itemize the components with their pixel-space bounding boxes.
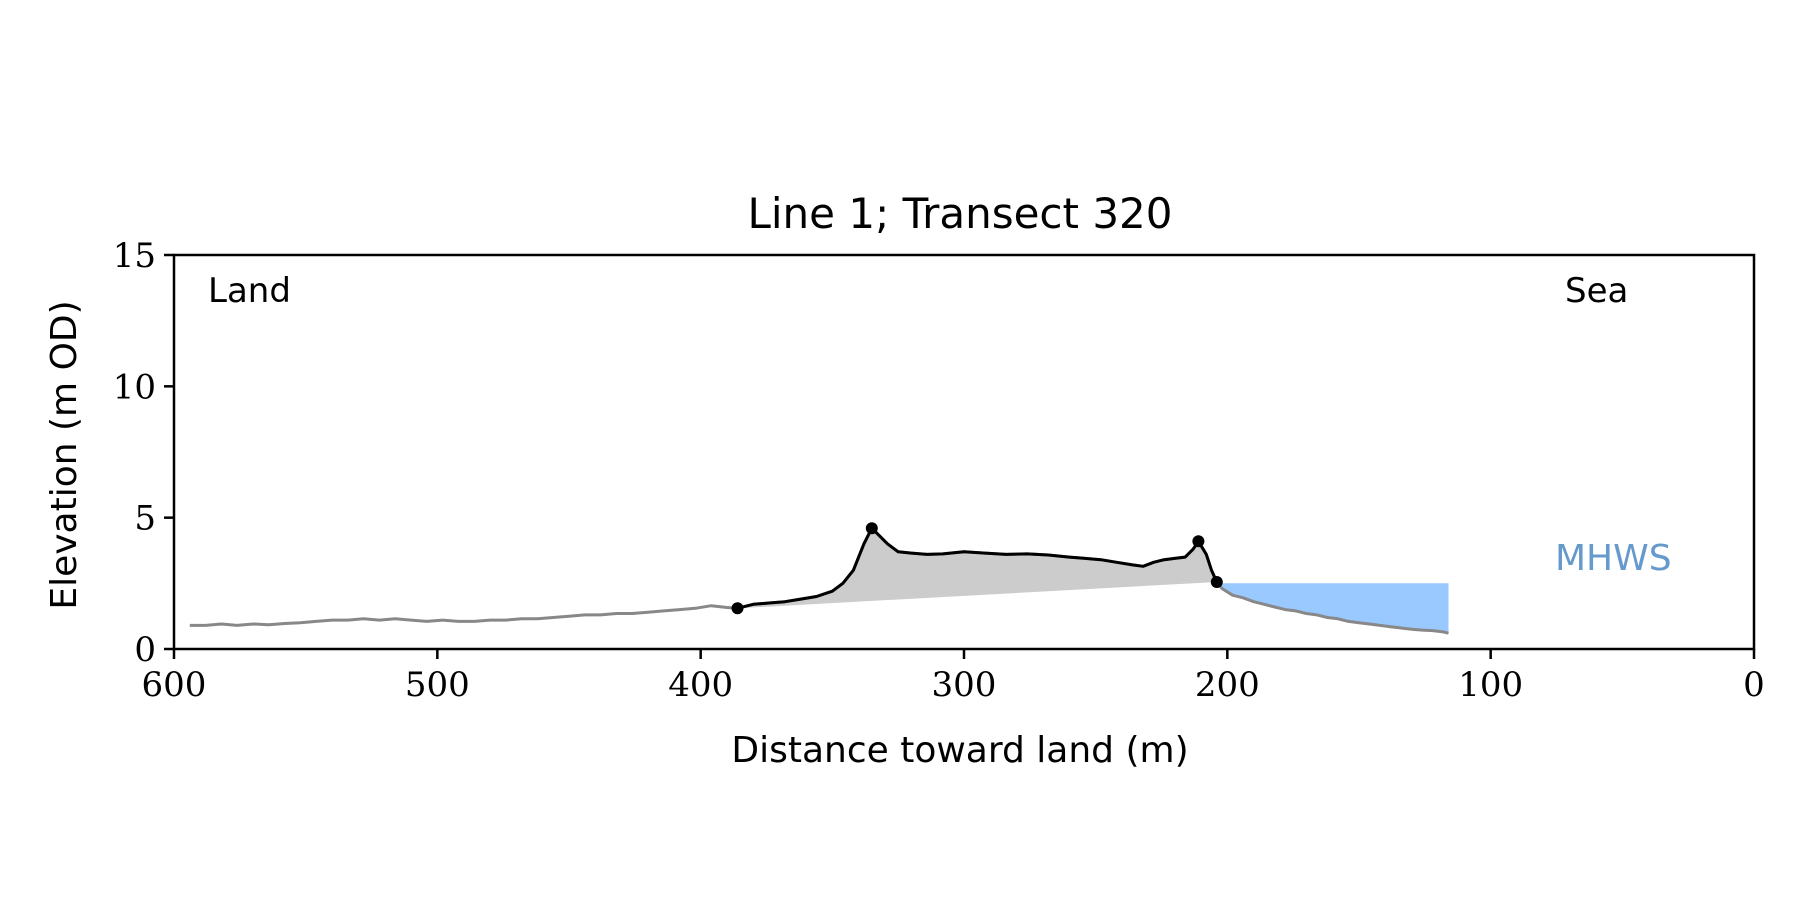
y-axis-label: Elevation (m OD) <box>44 300 85 609</box>
x-tick-label: 100 <box>1458 665 1523 705</box>
x-tick-label: 400 <box>668 665 733 705</box>
plot-area <box>189 522 1449 635</box>
x-tick-label: 0 <box>1743 665 1765 705</box>
profile-marker <box>1192 535 1205 548</box>
x-tick-label: 300 <box>932 665 997 705</box>
dune-area-fill <box>737 528 1217 609</box>
y-tick-label: 0 <box>134 630 156 670</box>
y-tick-label: 15 <box>113 236 156 276</box>
x-tick-label: 200 <box>1195 665 1260 705</box>
x-tick-label: 500 <box>405 665 470 705</box>
chart-title: Line 1; Transect 320 <box>747 189 1172 238</box>
profile-marker <box>731 602 744 615</box>
mhws-water-fill <box>1216 582 1449 634</box>
x-axis-label: Distance toward land (m) <box>731 730 1188 771</box>
x-tick-label: 600 <box>142 665 207 705</box>
y-tick-label: 5 <box>134 499 156 539</box>
profile-marker <box>865 522 878 535</box>
y-tick-label: 10 <box>113 367 156 407</box>
axes: 600 500 400 300 200 100 0 0 5 10 15 <box>113 236 1765 705</box>
mhws-annotation: MHWS <box>1555 538 1672 579</box>
profile-line <box>189 526 1449 635</box>
dune-crest-line <box>737 526 1219 610</box>
sea-annotation: Sea <box>1565 271 1628 311</box>
land-annotation: Land <box>208 271 291 311</box>
profile-marker <box>1210 576 1223 588</box>
